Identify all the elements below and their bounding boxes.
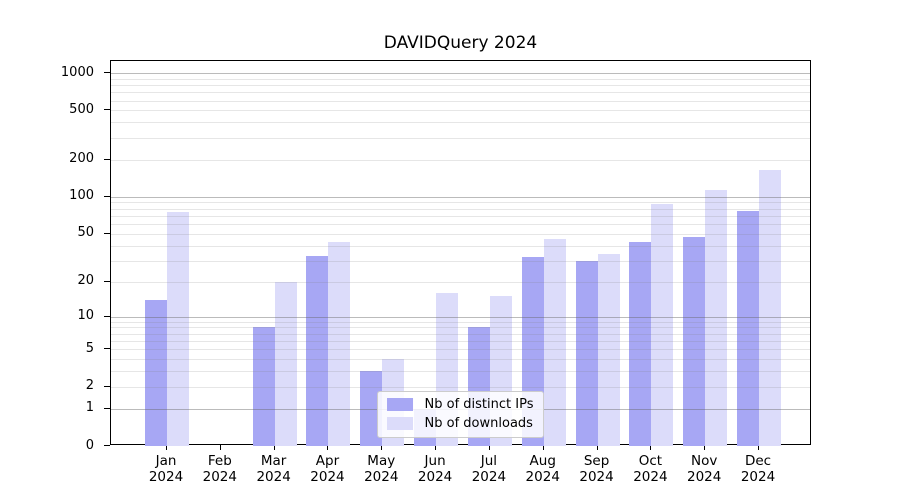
y-tick-label-1: 1 [85,400,94,416]
x-tick-label-oct: Oct 2024 [633,453,668,485]
plot-area: Nb of distinct IPs Nb of downloads [110,60,811,446]
y-tick-label-10: 10 [77,308,94,324]
y-tick-label-1000: 1000 [60,64,94,80]
bar-nov-downloads [705,189,728,446]
x-tick-label-apr: Apr 2024 [310,453,345,485]
legend-label-downloads: Nb of downloads [424,416,533,431]
bar-apr-distinct-ips [306,255,329,446]
bar-jan-distinct-ips [145,299,167,446]
y-tick-label-100: 100 [69,188,94,204]
y-tick-label-500: 500 [69,101,94,117]
bar-sep-distinct-ips [575,260,598,446]
y-tick-label-50: 50 [77,225,94,241]
y-tick-mark-0 [104,445,110,446]
y-tick-label-5: 5 [85,340,94,356]
x-tick-label-dec: Dec 2024 [740,453,776,485]
bar-sep-downloads [597,254,620,446]
legend-item-distinct-ips: Nb of distinct IPs [386,397,534,412]
bar-jan-downloads [167,211,189,446]
x-tick-label-nov: Nov 2024 [687,453,722,485]
bar-mar-downloads [274,281,297,446]
x-tick-label-jan: Jan 2024 [148,453,184,485]
x-tick-label-mar: Mar 2024 [256,453,291,485]
x-tick-label-jul: Jul 2024 [471,453,507,485]
legend: Nb of distinct IPs Nb of downloads [376,391,545,438]
y-tick-label-0: 0 [85,437,94,453]
bar-oct-downloads [651,203,674,446]
chart-title: DAVIDQuery 2024 [383,33,538,53]
legend-label-distinct-ips: Nb of distinct IPs [424,397,534,412]
x-tick-label-may: May 2024 [364,453,399,485]
bars-layer [111,61,810,446]
y-tick-label-20: 20 [77,273,94,289]
bar-nov-distinct-ips [683,237,706,446]
x-tick-label-jun: Jun 2024 [417,453,453,485]
bar-dec-distinct-ips [737,210,760,446]
legend-item-downloads: Nb of downloads [386,416,534,431]
bar-apr-downloads [328,241,351,446]
y-tick-label-2: 2 [85,378,94,394]
legend-swatch-downloads [386,417,413,430]
bar-oct-distinct-ips [629,241,652,446]
bar-mar-distinct-ips [252,327,275,446]
x-tick-mark-feb [219,445,221,450]
y-tick-label-200: 200 [69,151,94,167]
x-tick-label-aug: Aug 2024 [525,453,560,485]
x-tick-label-feb: Feb 2024 [202,453,237,485]
bar-dec-downloads [759,169,782,446]
legend-swatch-distinct-ips [386,398,413,411]
x-tick-label-sep: Sep 2024 [579,453,614,485]
bar-aug-downloads [543,239,566,446]
